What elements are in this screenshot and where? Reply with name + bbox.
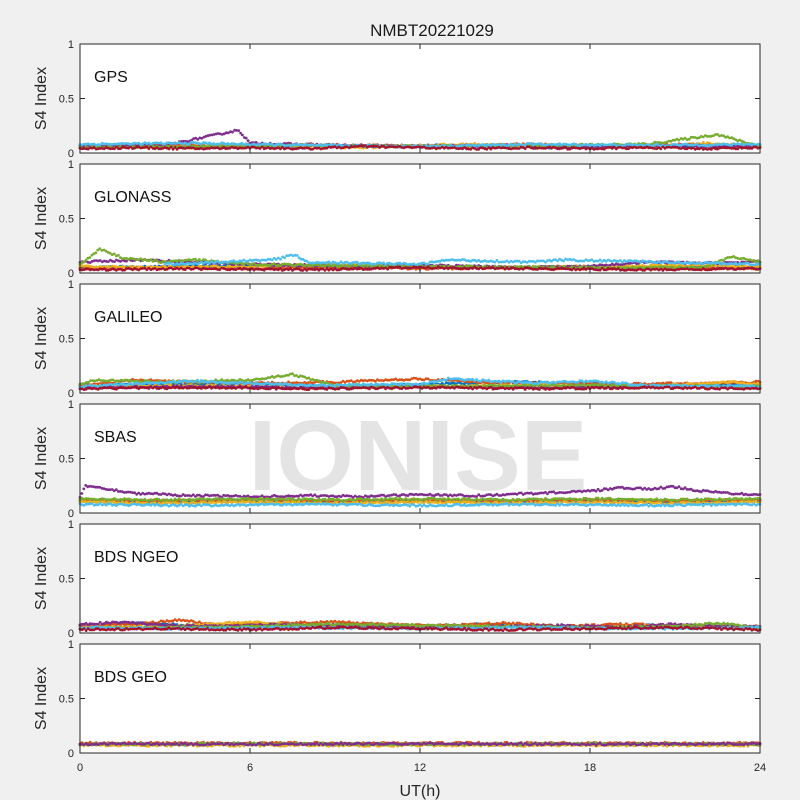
- data-point: [231, 130, 234, 134]
- data-point: [241, 133, 244, 137]
- plot-area: [80, 44, 760, 153]
- panel-label: GPS: [94, 69, 128, 86]
- data-point: [659, 147, 663, 151]
- data-point: [283, 256, 287, 260]
- plot-area: [80, 284, 760, 393]
- data-point: [112, 252, 116, 256]
- data-point: [244, 136, 248, 140]
- data-point: [279, 257, 282, 261]
- panel-label: GLONASS: [94, 189, 171, 206]
- y-axis-label: S4 Index: [33, 67, 50, 130]
- data-point: [722, 259, 725, 262]
- data-point: [708, 264, 711, 268]
- y-tick-label: 1: [68, 39, 74, 51]
- y-tick-label: 1: [68, 159, 74, 171]
- data-point: [701, 140, 705, 144]
- y-tick-label: 0.5: [59, 214, 74, 226]
- y-tick-label: 0.5: [59, 94, 74, 106]
- series-group: [78, 128, 762, 151]
- data-point: [237, 129, 241, 133]
- data-point: [736, 147, 740, 151]
- data-point: [426, 262, 430, 266]
- data-point: [295, 254, 299, 257]
- data-point: [88, 256, 92, 259]
- data-point: [246, 139, 250, 143]
- data-point: [94, 251, 98, 255]
- plot-area: [80, 164, 760, 273]
- y-axis-label: S4 Index: [33, 187, 50, 250]
- chart-title: NMBT20221029: [370, 21, 494, 40]
- data-point: [117, 253, 120, 257]
